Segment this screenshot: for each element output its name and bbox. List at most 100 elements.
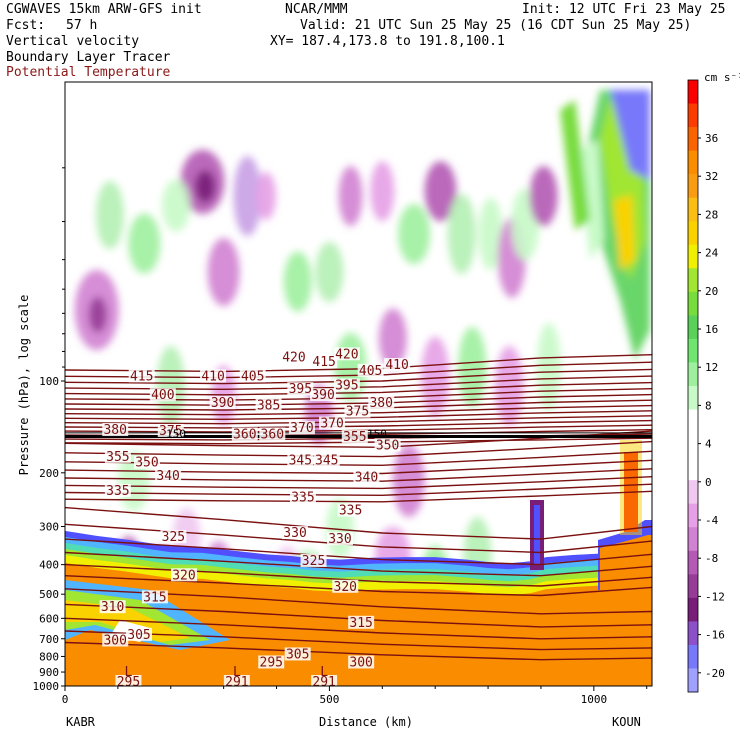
isentrope-label: 335 — [339, 504, 362, 519]
isentrope-line — [65, 450, 652, 467]
colorbar-label: -12 — [705, 590, 725, 603]
y-tick-label: 700 — [39, 633, 59, 646]
isentrope-label-bg — [344, 404, 371, 418]
colorbar-swatch — [688, 386, 698, 411]
isentrope-label: 355 — [343, 430, 366, 445]
isentrope-label-bg — [348, 655, 375, 669]
isentrope-label-bg — [104, 449, 131, 463]
isentrope-label: 370 — [290, 421, 313, 436]
y-tick-label: 100 — [39, 375, 59, 388]
init-time: Init: 12 UTC Fri 23 May 25 — [522, 2, 726, 17]
isentrope-label-bg — [288, 421, 315, 435]
isentrope-label: 340 — [156, 469, 179, 484]
colorbar-label: 36 — [705, 132, 718, 145]
isentrope-label: 295 — [260, 655, 283, 670]
colorbar-swatch — [688, 80, 698, 105]
isentrope-label-bg — [209, 396, 236, 410]
colorbar-label: 12 — [705, 361, 718, 374]
colorbar-swatch — [688, 644, 698, 669]
isentrope-label-bg — [259, 427, 286, 441]
isentrope-label-bg — [333, 347, 360, 361]
field-vertical-velocity: Vertical velocity — [6, 34, 140, 49]
isentrope-label: 420 — [335, 347, 358, 362]
isentrope-label-bg — [231, 427, 258, 441]
isentrope-line — [65, 415, 652, 425]
isentrope-label-bg — [280, 350, 307, 364]
colorbar-swatch — [688, 197, 698, 222]
isentrope-label-bg — [128, 369, 155, 383]
isentrope-label: 405 — [241, 369, 264, 384]
field-boundary-layer-tracer: Boundary Layer Tracer — [6, 50, 171, 65]
colorbar-swatch — [688, 103, 698, 128]
low-marker: L — [320, 665, 328, 680]
isentrope-label: 340 — [355, 470, 378, 485]
colorbar-label: 32 — [705, 170, 718, 183]
model-title: CGWAVES 15km ARW-GFS init — [6, 2, 202, 17]
isentrope-line — [65, 641, 652, 661]
x-tick-label: 1000 — [581, 693, 608, 706]
isentrope-label-bg — [200, 369, 227, 383]
colorbar-swatch — [688, 174, 698, 199]
tropopause-label: 150 — [367, 428, 387, 441]
colorbar-swatch — [688, 503, 698, 528]
isentrope-label: 395 — [289, 382, 312, 397]
colorbar-swatch — [688, 244, 698, 269]
x-axis-label: Distance (km) — [319, 715, 413, 729]
isentrope-label-bg — [333, 378, 360, 392]
isentrope-label: 415 — [130, 369, 153, 384]
isentrope-label: 360 — [233, 427, 256, 442]
isentrope-label: 300 — [349, 655, 372, 670]
isentrope-label: 420 — [282, 350, 305, 365]
isentrope-label: 335 — [291, 491, 314, 506]
colorbar-label: 24 — [705, 247, 719, 260]
isentrope-label-bg — [353, 470, 380, 484]
colorbar: cm s⁻¹ 36 32 28 24 20 16 12 8 4 0 -4 -8 -12 -16 -20 — [687, 71, 740, 693]
colorbar-swatch — [688, 456, 698, 481]
isentrope-label-bg — [326, 532, 353, 546]
isentrope-line — [65, 404, 652, 416]
isentrope-label: 360 — [261, 427, 284, 442]
isentrope-label: 370 — [320, 417, 343, 432]
isentrope-label: 295 — [117, 675, 140, 690]
isentrope-label: 335 — [106, 484, 129, 499]
colorbar-swatch — [688, 433, 698, 458]
colorbar-label: -20 — [705, 667, 725, 680]
field-potential-temperature: Potential Temperature — [6, 65, 171, 80]
isentrope-line — [65, 410, 652, 421]
isentrope-label-bg — [115, 674, 142, 686]
y-tick-label: 300 — [39, 521, 59, 534]
isentrope-label-bg — [102, 633, 129, 647]
isentrope-label: 310 — [101, 600, 124, 615]
isentrope-label-bg — [319, 416, 346, 430]
colorbar-swatch — [688, 550, 698, 575]
isentrope-label: 375 — [346, 405, 369, 420]
isentrope-label: 345 — [315, 453, 338, 468]
isentrope-label-bg — [104, 484, 131, 498]
plot-frame — [64, 81, 653, 687]
isentrope-label: 320 — [334, 580, 357, 595]
isentrope-label-bg — [368, 396, 395, 410]
isentrope-line — [65, 551, 652, 577]
isentrope-label: 390 — [311, 388, 334, 403]
isentrope-line — [65, 617, 652, 640]
low-marker: L — [125, 665, 133, 680]
isentrope-label: 415 — [312, 355, 335, 370]
cross-section-endpoints: XY= 187.4,173.8 to 191.8,100.1 — [270, 34, 505, 49]
isentrope-label-bg — [284, 647, 311, 661]
isentrope-label: 410 — [201, 369, 224, 384]
colorbar-swatch — [688, 480, 698, 505]
colorbar-swatch — [688, 527, 698, 552]
x-tick-label: 0 — [62, 693, 69, 706]
isentrope-label: 345 — [289, 453, 312, 468]
isentrope-label-bg — [258, 655, 285, 669]
isentrope-label-bg — [155, 469, 182, 483]
isentrope-label: 380 — [369, 396, 392, 411]
isentrope-label: 291 — [312, 675, 335, 690]
y-tick-label: 600 — [39, 612, 59, 625]
isentrope-label-bg — [239, 369, 266, 383]
isentrope-label: 315 — [143, 590, 166, 605]
y-axis-label: Pressure (hPa), log scale — [17, 295, 31, 476]
isentrope-label-bg — [102, 423, 129, 437]
